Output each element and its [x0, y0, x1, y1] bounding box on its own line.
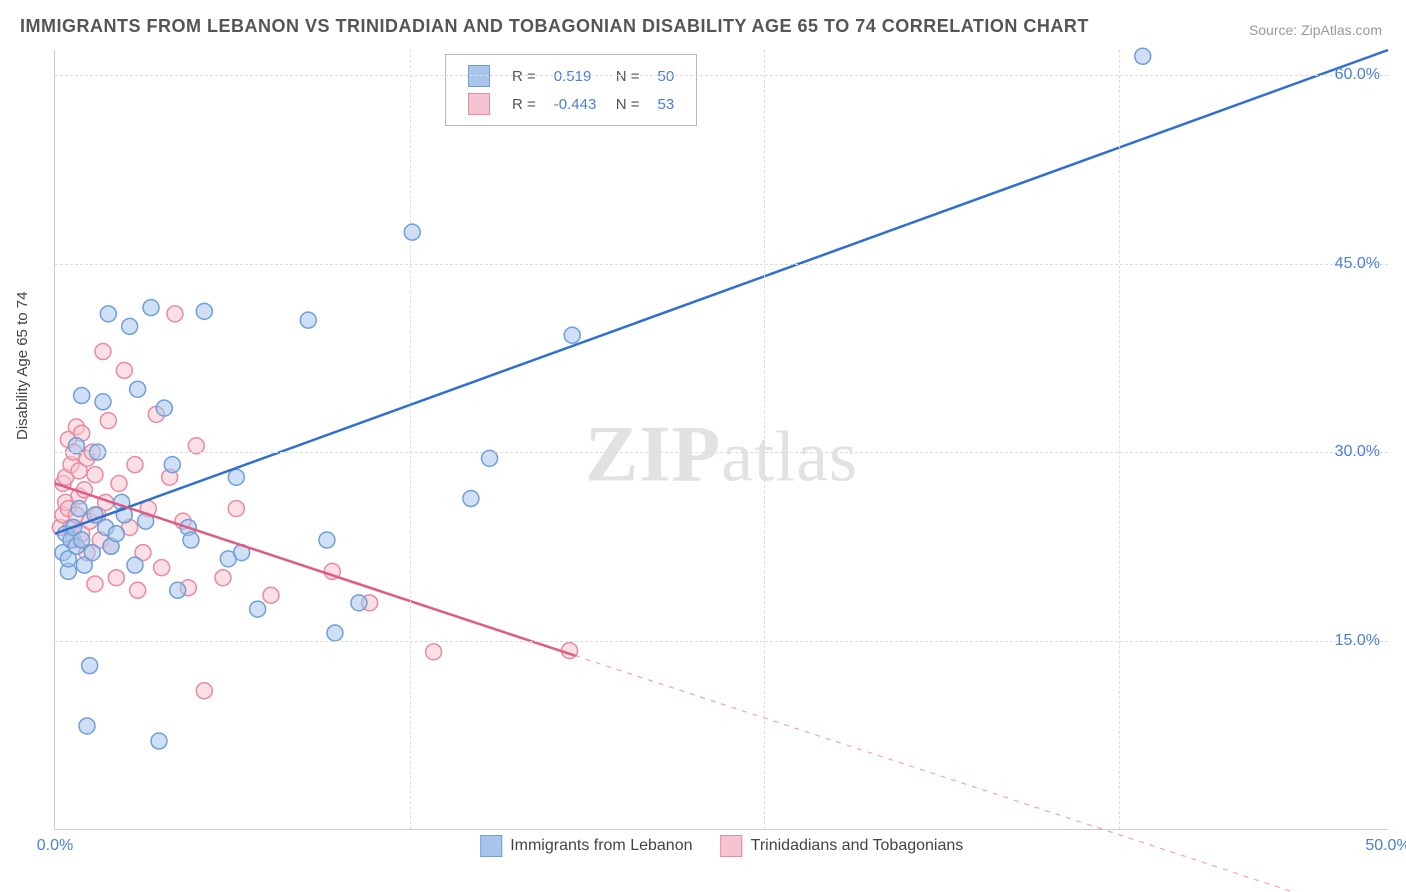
- scatter-point: [463, 491, 479, 507]
- scatter-point: [564, 327, 580, 343]
- scatter-point: [170, 582, 186, 598]
- y-tick-label: 45.0%: [1335, 255, 1380, 273]
- scatter-point: [127, 557, 143, 573]
- y-tick-label: 30.0%: [1335, 443, 1380, 461]
- scatter-point: [154, 560, 170, 576]
- scatter-point: [250, 601, 266, 617]
- scatter-point: [404, 224, 420, 240]
- scatter-point: [108, 526, 124, 542]
- scatter-point: [196, 303, 212, 319]
- plot-area: ZIPatlas R =0.519N =50R =-0.443N =53 Imm…: [54, 50, 1388, 830]
- chart-title: IMMIGRANTS FROM LEBANON VS TRINIDADIAN A…: [20, 16, 1089, 37]
- y-tick-label: 60.0%: [1335, 66, 1380, 84]
- scatter-point: [300, 312, 316, 328]
- series-legend: Immigrants from Lebanon Trinidadians and…: [466, 835, 978, 857]
- legend-swatch: [480, 835, 502, 857]
- scatter-point: [95, 394, 111, 410]
- legend-swatch: [721, 835, 743, 857]
- legend-item: Immigrants from Lebanon: [480, 837, 693, 854]
- scatter-point: [130, 381, 146, 397]
- legend-item-label: Immigrants from Lebanon: [510, 837, 692, 854]
- scatter-point: [327, 625, 343, 641]
- legend-n-value: 53: [650, 91, 683, 117]
- legend-item: Trinidadians and Tobagonians: [721, 837, 964, 854]
- scatter-point: [100, 306, 116, 322]
- source-attribution: Source: ZipAtlas.com: [1249, 22, 1382, 38]
- scatter-point: [122, 318, 138, 334]
- scatter-point: [228, 501, 244, 517]
- scatter-point: [196, 683, 212, 699]
- legend-n-label: N =: [608, 91, 648, 117]
- scatter-point: [100, 413, 116, 429]
- scatter-point: [82, 658, 98, 674]
- hgrid-line: [55, 452, 1388, 453]
- y-tick-label: 15.0%: [1335, 632, 1380, 650]
- scatter-point: [156, 400, 172, 416]
- legend-item-label: Trinidadians and Tobagonians: [751, 837, 964, 854]
- correlation-legend: R =0.519N =50R =-0.443N =53: [445, 54, 697, 126]
- scatter-point: [263, 587, 279, 603]
- hgrid-line: [55, 75, 1388, 76]
- scatter-point: [1135, 48, 1151, 64]
- x-tick-label: 50.0%: [1365, 837, 1406, 855]
- vgrid-line: [1119, 50, 1120, 829]
- vgrid-line: [410, 50, 411, 829]
- legend-r-value: -0.443: [546, 91, 606, 117]
- scatter-point: [164, 457, 180, 473]
- scatter-point: [127, 457, 143, 473]
- scatter-point: [108, 570, 124, 586]
- scatter-point: [319, 532, 335, 548]
- scatter-point: [215, 570, 231, 586]
- scatter-point: [351, 595, 367, 611]
- scatter-point: [95, 344, 111, 360]
- scatter-point: [151, 733, 167, 749]
- scatter-point: [183, 532, 199, 548]
- hgrid-line: [55, 264, 1388, 265]
- scatter-point: [228, 469, 244, 485]
- vgrid-line: [764, 50, 765, 829]
- scatter-point: [74, 388, 90, 404]
- scatter-point: [143, 300, 159, 316]
- trend-line: [55, 50, 1388, 534]
- scatter-point: [87, 576, 103, 592]
- scatter-point: [116, 362, 132, 378]
- scatter-point: [167, 306, 183, 322]
- y-axis-label: Disability Age 65 to 74: [14, 292, 31, 440]
- scatter-point: [84, 545, 100, 561]
- legend-swatch: [468, 93, 490, 115]
- scatter-point: [71, 501, 87, 517]
- scatter-point: [130, 582, 146, 598]
- legend-r-label: R =: [504, 91, 544, 117]
- hgrid-line: [55, 641, 1388, 642]
- scatter-point: [87, 467, 103, 483]
- scatter-point: [79, 718, 95, 734]
- plot-svg: [55, 50, 1388, 829]
- x-tick-label: 0.0%: [37, 837, 73, 855]
- scatter-point: [426, 644, 442, 660]
- scatter-point: [111, 475, 127, 491]
